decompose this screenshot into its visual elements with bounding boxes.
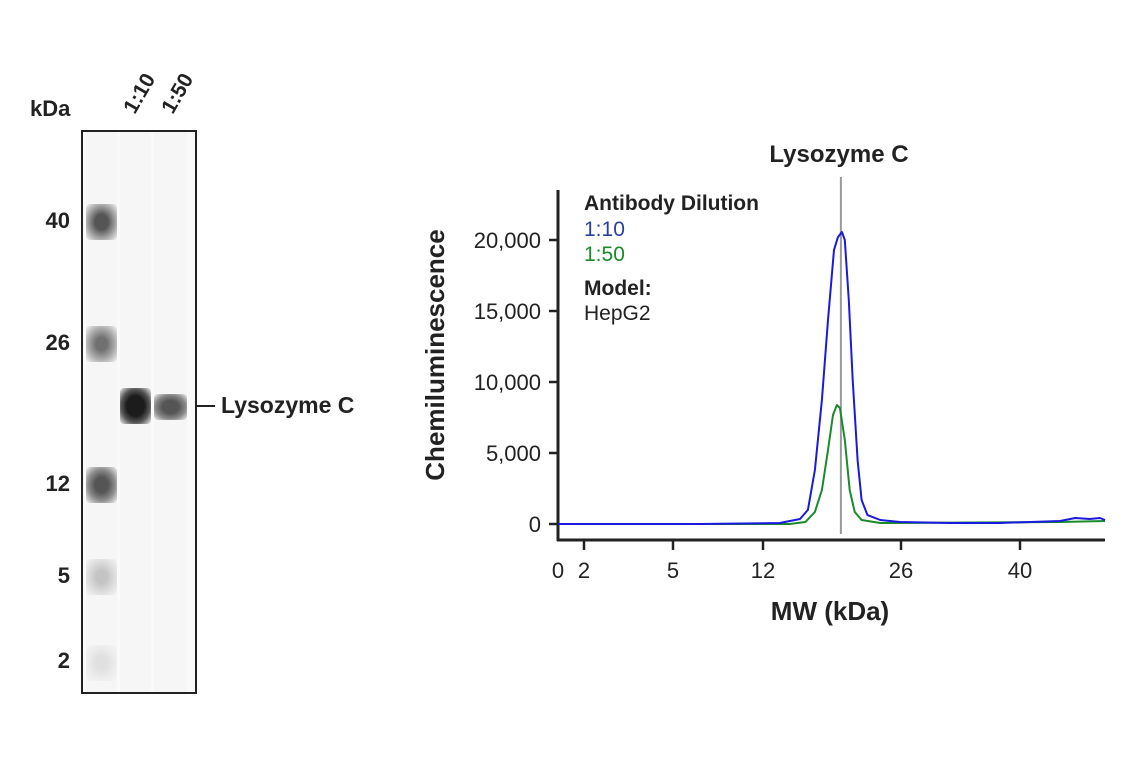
- legend-item-1-10: 1:10: [584, 218, 625, 241]
- mw-marker-26: 26: [45, 330, 70, 355]
- legend-model-value: HepG2: [584, 302, 651, 325]
- x-tick-label: 0: [552, 558, 564, 583]
- series-line-1-50: [558, 404, 1106, 525]
- legend-title: Antibody Dilution: [584, 192, 759, 215]
- band-pointer-line: [197, 405, 215, 407]
- x-tick-label: 26: [889, 558, 913, 583]
- x-axis-label: MW (kDa): [771, 596, 889, 626]
- ladder-lane: [86, 132, 117, 692]
- band-label: Lysozyme C: [221, 392, 355, 418]
- chart-title: Lysozyme C: [769, 141, 908, 168]
- lane-1-50: [154, 132, 187, 692]
- mw-marker-2: 2: [57, 648, 70, 673]
- series-line-1-10: [558, 231, 1106, 525]
- gel-kda-label: kDa: [30, 96, 71, 121]
- y-tick-label: 20,000: [474, 228, 541, 253]
- mw-marker-5: 5: [57, 563, 70, 588]
- y-tick-label: 5,000: [486, 441, 541, 466]
- x-tick-label: 12: [751, 558, 775, 583]
- ladder-band-26: [86, 326, 117, 362]
- lysozyme-band-1-10: [120, 388, 151, 424]
- x-tick-label: 40: [1008, 558, 1032, 583]
- y-tick-label: 15,000: [474, 299, 541, 324]
- ladder-band-5: [86, 559, 117, 595]
- mw-marker-12: 12: [45, 471, 70, 496]
- lane-1-10: [120, 132, 151, 692]
- mw-marker-40: 40: [45, 208, 70, 233]
- y-axis-label: Chemiluminescence: [420, 229, 450, 480]
- legend-model-label: Model:: [584, 277, 652, 300]
- ladder-band-12: [86, 467, 117, 503]
- x-tick-label: 5: [667, 558, 679, 583]
- x-tick-label: 2: [578, 558, 590, 583]
- ladder-band-40: [86, 204, 117, 240]
- legend-item-1-50: 1:50: [584, 243, 625, 266]
- ladder-band-2: [86, 645, 117, 681]
- y-tick-label: 10,000: [474, 370, 541, 395]
- lysozyme-band-1-50: [154, 394, 187, 420]
- gel-image: [81, 130, 197, 694]
- y-tick-label: 0: [529, 512, 541, 537]
